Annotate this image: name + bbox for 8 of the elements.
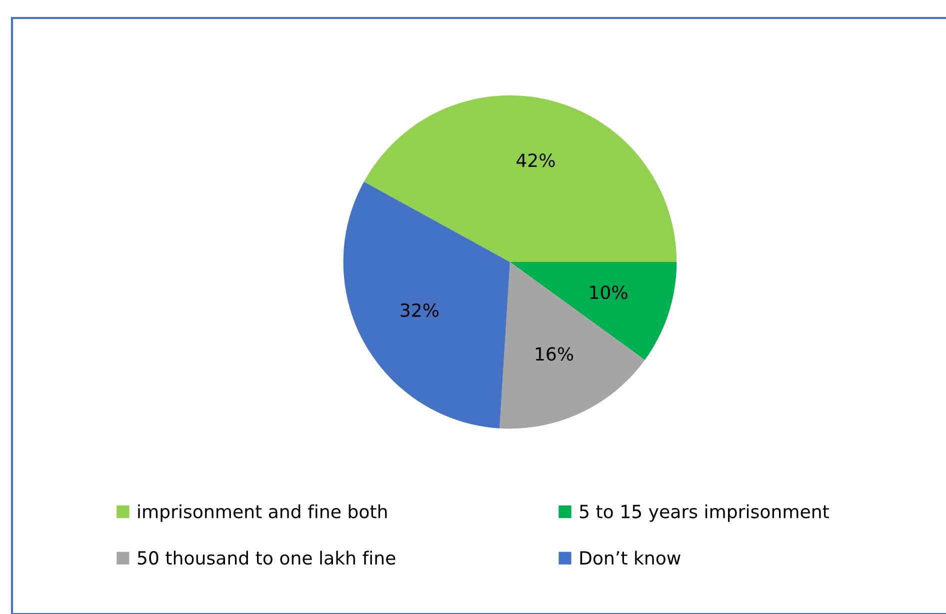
legend-label: imprisonment and fine both (138, 504, 387, 522)
legend-label: 5 to 15 years imprisonment (580, 504, 829, 522)
legend-label: 50 thousand to one lakh fine (138, 550, 396, 565)
data-label: 32% (400, 303, 439, 318)
data-label: 10% (590, 286, 628, 300)
legend-label: Don’t know (580, 550, 680, 565)
data-label: 42% (516, 153, 555, 168)
data-label: 16% (536, 347, 574, 361)
